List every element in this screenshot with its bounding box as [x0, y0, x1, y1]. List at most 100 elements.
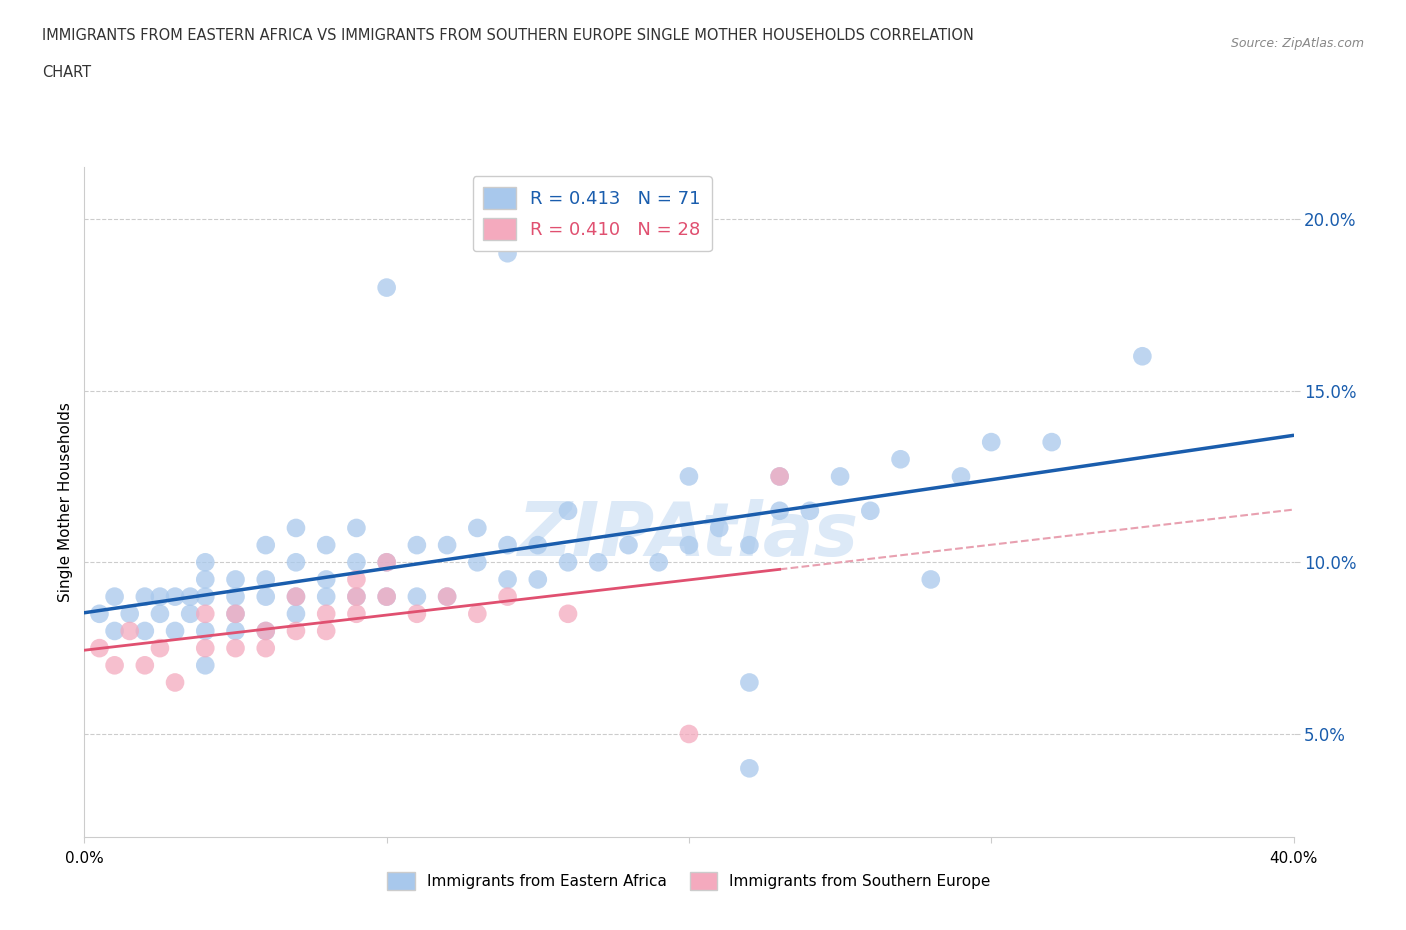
Point: [496, 538, 519, 552]
Point: [526, 538, 548, 552]
Point: [284, 590, 308, 604]
Legend: Immigrants from Eastern Africa, Immigrants from Southern Europe: Immigrants from Eastern Africa, Immigran…: [381, 866, 997, 897]
Point: [104, 623, 127, 638]
Point: [179, 590, 201, 604]
Point: [179, 606, 201, 621]
Point: [678, 538, 700, 552]
Point: [738, 675, 761, 690]
Point: [859, 503, 882, 518]
Point: [149, 641, 172, 656]
Point: [1130, 349, 1153, 364]
Point: [225, 623, 247, 638]
Point: [496, 246, 519, 260]
Point: [225, 572, 247, 587]
Point: [738, 761, 761, 776]
Point: [346, 590, 368, 604]
Point: [769, 469, 792, 484]
Point: [89, 606, 111, 621]
Point: [118, 623, 141, 638]
Point: [163, 623, 186, 638]
Point: [194, 555, 217, 570]
Point: [709, 521, 731, 536]
Point: [284, 606, 308, 621]
Point: [375, 555, 398, 570]
Point: [315, 538, 337, 552]
Point: [225, 590, 247, 604]
Text: 40.0%: 40.0%: [1270, 851, 1317, 866]
Point: [104, 658, 127, 672]
Point: [254, 572, 277, 587]
Point: [436, 590, 458, 604]
Point: [467, 521, 489, 536]
Point: [496, 572, 519, 587]
Point: [284, 521, 308, 536]
Point: [284, 590, 308, 604]
Point: [194, 641, 217, 656]
Point: [346, 606, 368, 621]
Point: [194, 623, 217, 638]
Point: [588, 555, 610, 570]
Point: [436, 590, 458, 604]
Point: [346, 590, 368, 604]
Point: [830, 469, 852, 484]
Point: [890, 452, 912, 467]
Point: [254, 538, 277, 552]
Point: [375, 555, 398, 570]
Point: [134, 590, 156, 604]
Point: [254, 623, 277, 638]
Point: [284, 555, 308, 570]
Point: [678, 469, 700, 484]
Point: [526, 572, 548, 587]
Text: 0.0%: 0.0%: [65, 851, 104, 866]
Point: [225, 606, 247, 621]
Text: IMMIGRANTS FROM EASTERN AFRICA VS IMMIGRANTS FROM SOUTHERN EUROPE SINGLE MOTHER : IMMIGRANTS FROM EASTERN AFRICA VS IMMIGR…: [42, 28, 974, 43]
Point: [375, 590, 398, 604]
Point: [436, 538, 458, 552]
Point: [678, 726, 700, 741]
Point: [769, 469, 792, 484]
Point: [346, 521, 368, 536]
Point: [769, 503, 792, 518]
Point: [194, 606, 217, 621]
Point: [163, 675, 186, 690]
Point: [617, 538, 640, 552]
Point: [118, 606, 141, 621]
Point: [557, 555, 579, 570]
Point: [799, 503, 821, 518]
Point: [920, 572, 942, 587]
Point: [406, 606, 429, 621]
Point: [406, 590, 429, 604]
Point: [284, 623, 308, 638]
Point: [315, 623, 337, 638]
Point: [149, 590, 172, 604]
Point: [950, 469, 973, 484]
Point: [194, 658, 217, 672]
Point: [254, 590, 277, 604]
Text: ZIPAtlas: ZIPAtlas: [519, 499, 859, 572]
Point: [149, 606, 172, 621]
Point: [315, 590, 337, 604]
Point: [134, 623, 156, 638]
Text: Source: ZipAtlas.com: Source: ZipAtlas.com: [1230, 37, 1364, 50]
Point: [375, 280, 398, 295]
Point: [194, 590, 217, 604]
Point: [346, 555, 368, 570]
Point: [225, 606, 247, 621]
Point: [346, 572, 368, 587]
Point: [647, 555, 671, 570]
Point: [163, 590, 186, 604]
Point: [738, 538, 761, 552]
Point: [315, 572, 337, 587]
Point: [104, 590, 127, 604]
Point: [557, 503, 579, 518]
Point: [406, 538, 429, 552]
Point: [194, 572, 217, 587]
Point: [467, 606, 489, 621]
Point: [89, 641, 111, 656]
Point: [980, 434, 1002, 449]
Point: [254, 641, 277, 656]
Point: [1040, 434, 1063, 449]
Point: [557, 606, 579, 621]
Point: [315, 606, 337, 621]
Y-axis label: Single Mother Households: Single Mother Households: [58, 403, 73, 602]
